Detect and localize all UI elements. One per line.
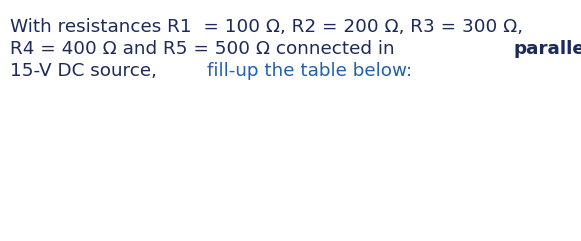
Text: parallel: parallel (514, 40, 581, 58)
Text: fill-up the table below:: fill-up the table below: (207, 62, 413, 80)
Text: R4 = 400 Ω and R5 = 500 Ω connected in: R4 = 400 Ω and R5 = 500 Ω connected in (10, 40, 400, 58)
Text: With resistances R1  = 100 Ω, R2 = 200 Ω, R3 = 300 Ω,: With resistances R1 = 100 Ω, R2 = 200 Ω,… (10, 18, 523, 36)
Text: 15-V DC source,: 15-V DC source, (10, 62, 163, 80)
